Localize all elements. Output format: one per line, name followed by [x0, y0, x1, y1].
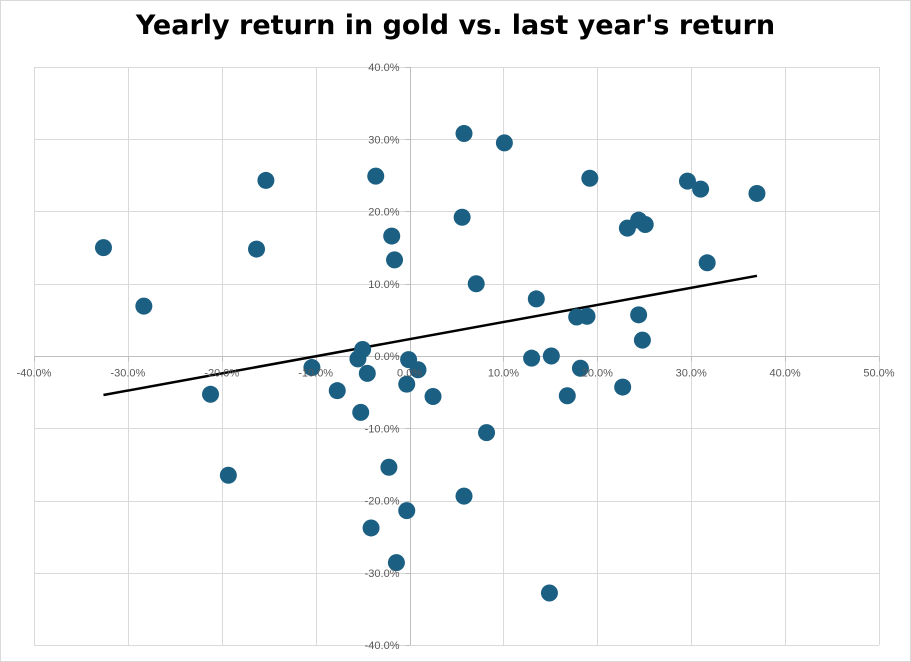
data-point — [678, 172, 696, 190]
data-point — [614, 378, 632, 396]
data-point — [540, 584, 558, 602]
data-point — [303, 359, 321, 377]
data-point — [219, 466, 237, 484]
x-tick-label: -30.0% — [110, 368, 145, 380]
data-point — [748, 184, 766, 202]
data-point — [558, 387, 576, 405]
tick-labels: -40.0% -30.0% -20.0% -10.0% 0.0% 10.0% 20.0% 30… — [17, 62, 895, 652]
data-point — [409, 361, 427, 379]
data-point — [257, 171, 275, 189]
y-tick-label: 30.0% — [368, 134, 399, 146]
data-point — [523, 349, 541, 367]
x-tick-label: 50.0% — [863, 368, 894, 380]
data-point — [578, 307, 596, 325]
data-point — [328, 382, 346, 400]
data-point — [581, 169, 599, 187]
x-tick-label: 20.0% — [582, 368, 613, 380]
data-point — [698, 254, 716, 272]
y-tick-label: 20.0% — [368, 207, 399, 219]
data-point — [455, 487, 473, 505]
data-point — [202, 385, 220, 403]
y-tick-label: 10.0% — [368, 279, 399, 291]
data-point — [542, 347, 560, 365]
x-tick-label: 10.0% — [488, 368, 519, 380]
x-tick-label: -20.0% — [204, 368, 239, 380]
data-point — [367, 167, 385, 185]
chart-title: Yearly return in gold vs. last year's re… — [135, 10, 776, 41]
data-point — [527, 290, 545, 308]
trendline — [103, 274, 758, 397]
data-point — [453, 208, 471, 226]
data-point — [386, 251, 404, 269]
data-point — [387, 554, 405, 572]
data-point — [495, 134, 513, 152]
data-point — [636, 216, 654, 234]
trendline-layer — [103, 274, 758, 397]
y-tick-label: 0.0% — [374, 351, 399, 363]
data-point — [135, 297, 153, 315]
data-point — [94, 239, 112, 257]
data-point — [467, 275, 485, 293]
data-point — [571, 359, 589, 377]
data-point — [383, 227, 401, 245]
x-tick-label: -40.0% — [17, 368, 52, 380]
x-tick-label: 30.0% — [676, 368, 707, 380]
y-tick-label: -40.0% — [365, 640, 400, 652]
data-points — [94, 124, 766, 602]
data-point — [633, 331, 651, 349]
x-tick-label: 0.0% — [397, 368, 422, 380]
data-point — [380, 458, 398, 476]
y-tick-label: 40.0% — [368, 62, 399, 74]
y-tick-label: -30.0% — [365, 568, 400, 580]
data-point — [455, 124, 473, 142]
y-tick-label: -20.0% — [365, 496, 400, 508]
data-point — [692, 180, 710, 198]
data-point — [354, 340, 372, 358]
data-point — [398, 375, 416, 393]
data-point — [358, 364, 376, 382]
data-point — [248, 240, 266, 258]
data-point — [352, 403, 370, 421]
axes — [34, 67, 880, 646]
data-point — [362, 519, 380, 537]
data-point — [398, 502, 416, 520]
x-tick-label: -10.0% — [298, 368, 333, 380]
data-point — [630, 306, 648, 324]
data-point — [424, 387, 442, 405]
y-tick-label: -10.0% — [365, 423, 400, 435]
data-point — [478, 424, 496, 442]
x-tick-label: 40.0% — [770, 368, 801, 380]
